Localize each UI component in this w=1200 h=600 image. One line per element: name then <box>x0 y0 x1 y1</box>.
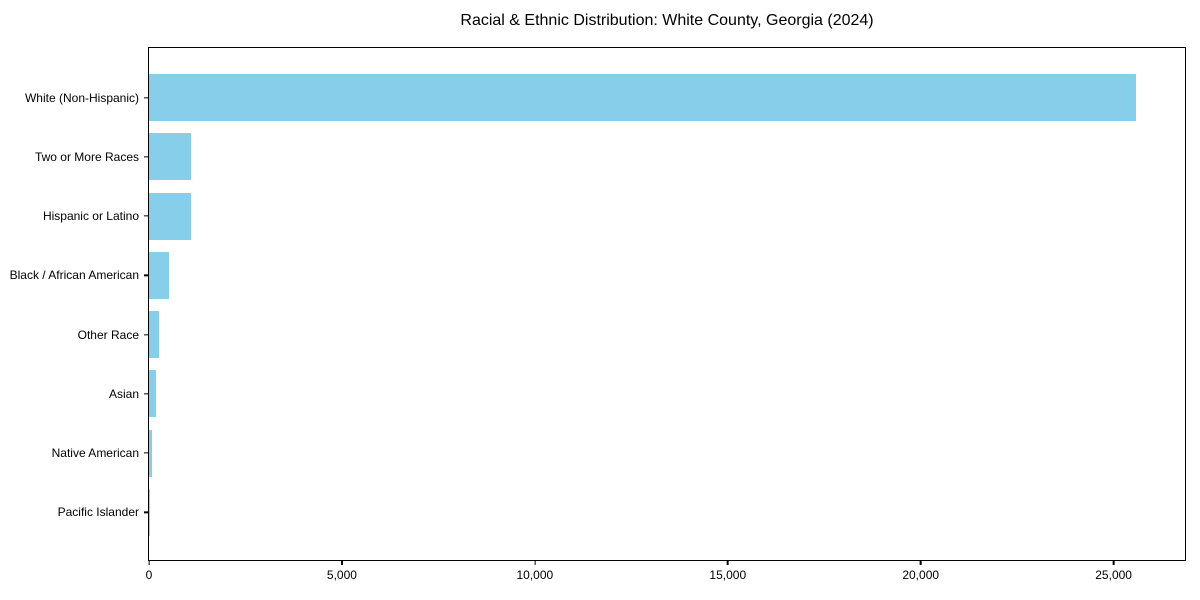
y-tick-mark <box>144 452 149 454</box>
bar-row: Black / African American <box>10 246 1185 305</box>
x-tick-label: 5,000 <box>326 568 357 582</box>
x-tick: 5,000 <box>327 560 357 582</box>
y-tick-mark <box>144 215 149 217</box>
x-tick-label: 10,000 <box>516 568 554 582</box>
y-axis-category-label: White (Non-Hispanic) <box>24 90 139 105</box>
y-tick-mark <box>144 393 149 395</box>
bar-row: Other Race <box>78 305 1185 364</box>
bar <box>149 429 152 477</box>
y-axis-category-label: Pacific Islander <box>57 505 139 520</box>
bar-row: Pacific Islander <box>58 483 1185 542</box>
chart-title: Racial & Ethnic Distribution: White Coun… <box>460 12 874 29</box>
bar-row: Hispanic or Latino <box>43 187 1185 246</box>
bar <box>149 251 170 299</box>
y-axis-category-label: Two or More Races <box>34 149 139 164</box>
y-axis-category-label: Black / African American <box>9 268 139 283</box>
bar <box>149 488 150 536</box>
y-tick-mark <box>144 333 149 336</box>
x-tick: 25,000 <box>1095 560 1132 582</box>
x-tick-mark <box>148 560 150 565</box>
x-tick-label: 0 <box>145 568 153 582</box>
bar-row: Two or More Races <box>35 127 1185 186</box>
x-tick: 10,000 <box>516 560 553 582</box>
x-axis: 0 5,000 10,000 15,000 20,000 25,000 <box>145 560 1185 590</box>
y-tick-mark <box>144 274 149 277</box>
x-tick-mark <box>727 560 729 565</box>
x-tick-mark <box>920 560 922 565</box>
y-tick-mark <box>144 96 149 99</box>
bar-row: Native American <box>52 424 1185 483</box>
bar <box>149 192 192 240</box>
y-axis-category-label: Hispanic or Latino <box>42 209 139 224</box>
bar <box>149 311 160 359</box>
x-tick: 15,000 <box>709 560 746 582</box>
plot-area: White (Non-Hispanic) Two or More Races His… <box>10 47 1186 582</box>
bar <box>149 370 156 418</box>
y-axis-category-label: Native American <box>51 446 139 461</box>
y-tick-mark <box>144 156 149 158</box>
y-axis-category-label: Asian <box>108 386 139 401</box>
x-tick-mark <box>534 560 536 565</box>
bar-row: Asian <box>109 364 1185 423</box>
x-tick-label: 15,000 <box>709 568 747 582</box>
bar <box>149 133 192 181</box>
x-tick-label: 20,000 <box>902 568 940 582</box>
y-axis-category-label: Other Race <box>77 327 139 342</box>
y-tick-mark <box>144 511 149 514</box>
x-tick-label: 25,000 <box>1095 568 1132 582</box>
x-tick-mark <box>1112 560 1115 565</box>
bar <box>149 74 1136 122</box>
bar-row: White (Non-Hispanic) <box>25 68 1185 127</box>
bar-rows-container: White (Non-Hispanic) Two or More Races His… <box>10 48 1185 560</box>
x-tick-mark <box>341 560 343 565</box>
x-tick: 0 <box>145 560 153 582</box>
x-tick: 20,000 <box>902 560 939 582</box>
